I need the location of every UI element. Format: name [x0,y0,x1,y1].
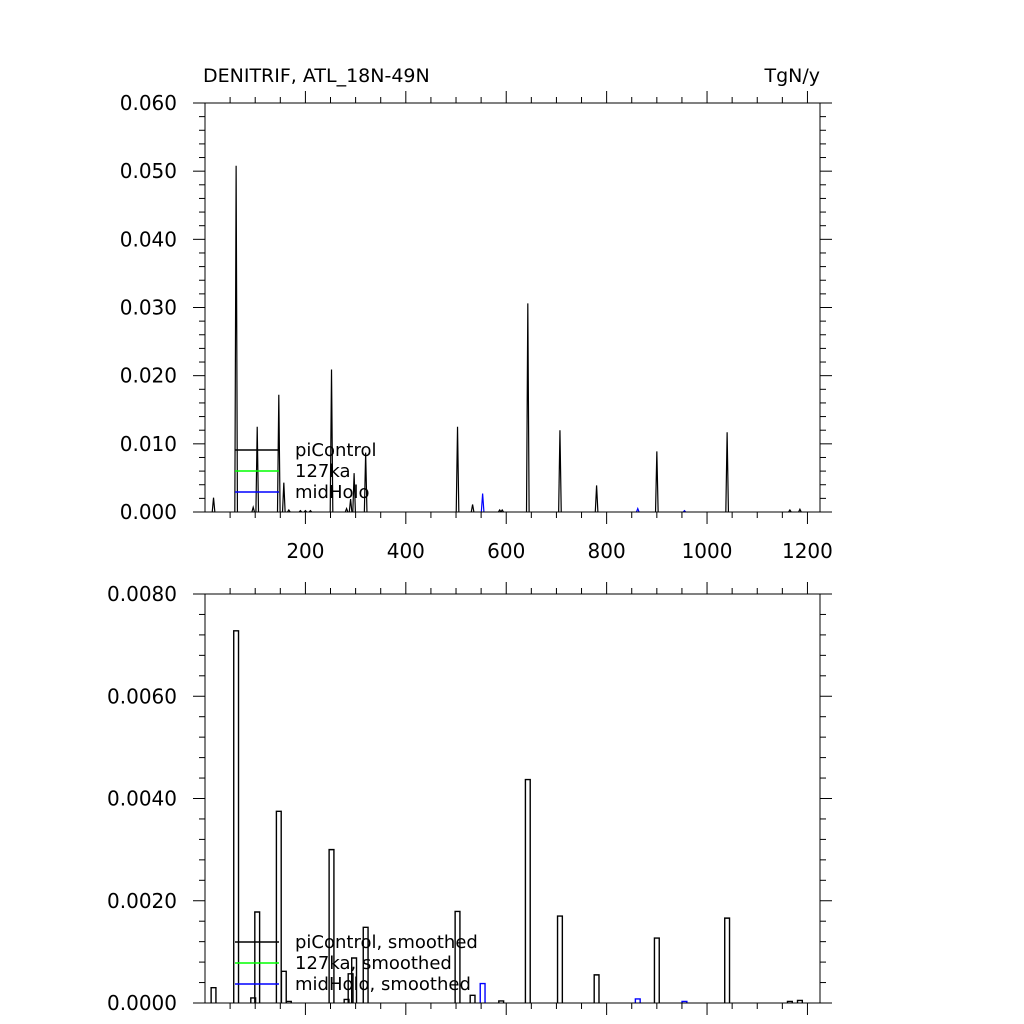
y-tick-label: 0.060 [120,91,177,115]
legend-label: midHolo, smoothed [295,974,471,995]
pulse-picontrol-smoothed [654,938,659,1003]
x-tick-label: 400 [387,539,425,563]
top-panel: DENITRIF, ATL_18N-49N TgN/y 0.000 0.010 0.… [120,65,833,563]
pulse-picontrol-smoothed [211,988,216,1003]
spike-picontrol [235,166,238,512]
pulse-picontrol-smoothed [525,780,530,1003]
spike-picontrol [726,432,729,512]
x-tick-label: 1200 [782,539,833,563]
pulse-picontrol-smoothed [470,995,475,1003]
pulse-picontrol-smoothed [281,971,286,1003]
pulse-picontrol-smoothed [558,916,563,1003]
y-tick-label: 0.010 [120,432,177,456]
spike-picontrol [283,483,286,512]
y-tick-label: 0.0020 [107,889,177,913]
pulse-picontrol-smoothed [255,912,260,1003]
y-tick-label: 0.0000 [107,991,177,1015]
legend-label: 127ka [295,461,351,482]
y-tick-label: 0.050 [120,159,177,183]
spike-picontrol [595,485,598,512]
legend-label: midHolo [295,482,370,503]
spike-picontrol [252,507,255,512]
legend-label: 127ka, smoothed [295,953,452,974]
legend-label: piControl [295,440,377,461]
spike-picontrol [656,451,659,512]
y-tick-label: 0.030 [120,296,177,320]
spike-midholo [636,509,639,512]
spike-picontrol [278,395,281,512]
units-label: TgN/y [763,65,820,87]
pulse-midholo-smoothed [480,984,485,1003]
legend-label: piControl, smoothed [295,932,478,953]
chart-title: DENITRIF, ATL_18N-49N [203,65,430,87]
y-tick-label: 0.040 [120,227,177,251]
y-tick-label: 0.0040 [107,787,177,811]
x-tick-label: 800 [588,539,626,563]
pulse-midholo-smoothed [635,999,640,1003]
y-tick-label: 0.0060 [107,684,177,708]
y-tick-label: 0.0080 [107,582,177,606]
spike-picontrol [256,427,259,512]
spike-midholo [481,494,484,512]
pulse-picontrol-smoothed [276,811,281,1003]
spike-picontrol [471,505,474,512]
bottom-panel: 0.0000 0.0020 0.0040 0.0060 0.0080 piControl… [107,582,832,1015]
pulse-picontrol-smoothed [234,631,239,1003]
x-tick-label: 200 [286,539,324,563]
y-tick-label: 0.000 [120,500,177,524]
spike-picontrol [456,427,459,512]
x-tick-label: 600 [487,539,525,563]
pulse-picontrol-smoothed [725,918,730,1003]
y-tick-label: 0.020 [120,364,177,388]
spike-picontrol [212,498,215,512]
pulse-picontrol-smoothed [594,975,599,1003]
spike-picontrol [559,430,562,512]
spike-picontrol [527,303,530,512]
spike-picontrol [345,509,348,512]
x-tick-label: 1000 [682,539,733,563]
